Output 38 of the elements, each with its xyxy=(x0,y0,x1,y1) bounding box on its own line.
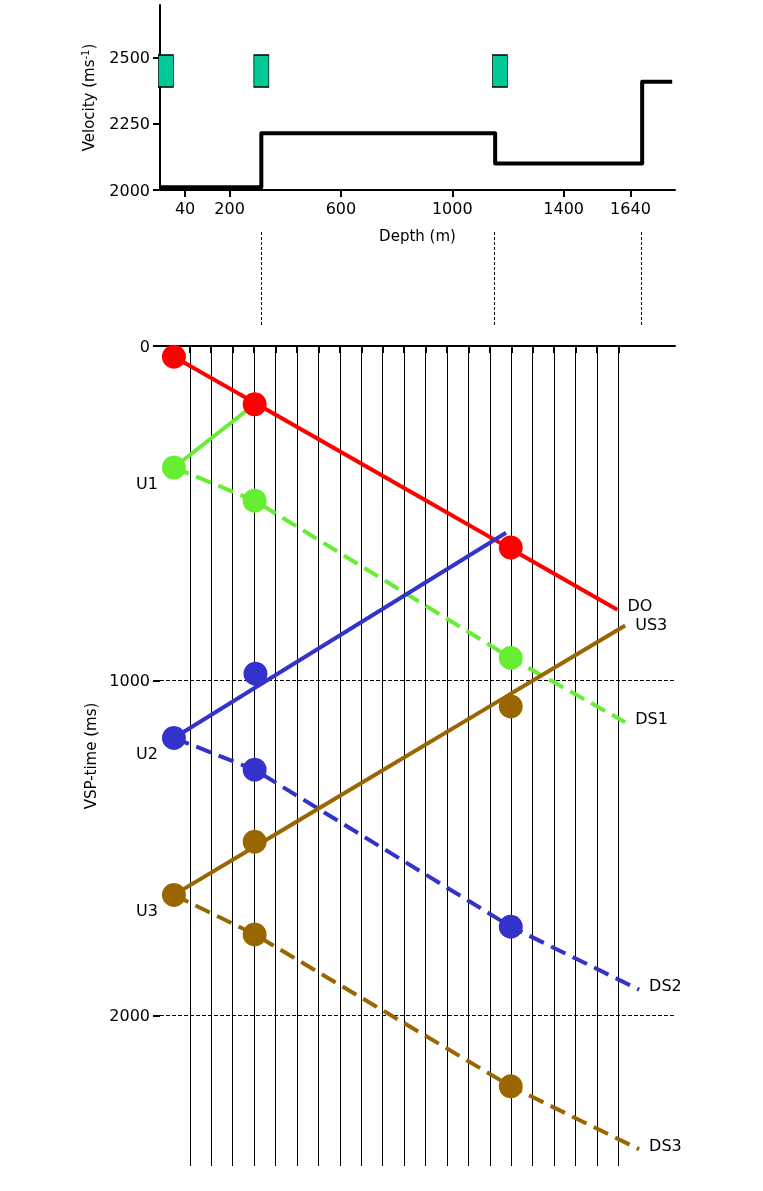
x-axis-title: Depth (m) xyxy=(379,226,456,245)
series-label: DS3 xyxy=(649,1135,682,1155)
point xyxy=(498,694,523,719)
y-tick-label: 1000 xyxy=(109,671,150,691)
series-label: U2 xyxy=(136,744,158,764)
x-tick-label: 1400 xyxy=(543,198,585,218)
y-axis-title: Velocity (ms-1) xyxy=(79,43,98,152)
point xyxy=(498,1074,523,1099)
point xyxy=(242,392,267,417)
x-tick-label: 1000 xyxy=(431,198,473,218)
point xyxy=(161,725,186,750)
y-tick-label: 2500 xyxy=(109,48,150,68)
x-tick-label: 600 xyxy=(325,198,357,218)
series-label: DS1 xyxy=(635,708,668,728)
point xyxy=(161,344,186,369)
point xyxy=(498,535,523,560)
point xyxy=(498,914,523,939)
x-tick-label: 40 xyxy=(174,198,196,218)
point xyxy=(498,645,523,670)
point xyxy=(242,488,267,513)
annotation: U3 xyxy=(136,901,158,921)
x-tick-label: 200 xyxy=(214,198,245,218)
series-label: DO xyxy=(627,596,653,616)
point xyxy=(161,455,186,480)
point xyxy=(243,661,268,686)
series-label: US3 xyxy=(635,615,668,635)
point xyxy=(161,882,186,907)
x-tick-label: 1640 xyxy=(610,198,651,218)
point xyxy=(242,829,267,854)
y-tick-label: 2000 xyxy=(109,1005,150,1025)
y-tick-label: 2000 xyxy=(109,180,150,200)
series-label: U1 xyxy=(136,473,158,493)
point xyxy=(242,922,267,947)
y-tick-label: 0 xyxy=(139,336,150,356)
y-axis-title: VSP-time (ms) xyxy=(81,702,100,810)
series-label: DS2 xyxy=(649,976,682,996)
point xyxy=(242,757,267,782)
y-tick-label: 2250 xyxy=(109,114,150,134)
